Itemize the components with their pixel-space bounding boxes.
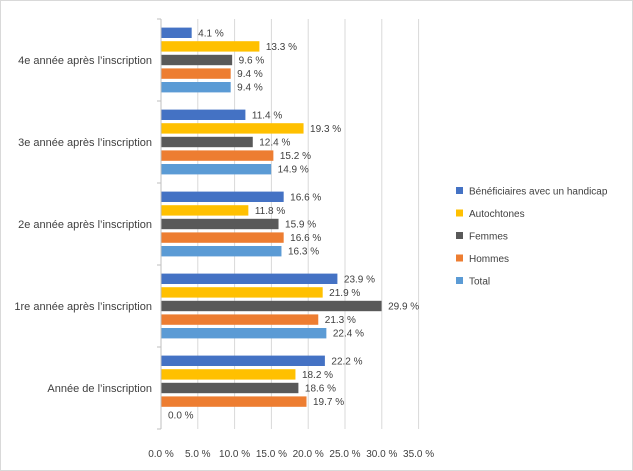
bar (161, 41, 260, 52)
data-label: 15.2 % (280, 151, 311, 162)
bar (161, 314, 319, 325)
data-label: 14.9 % (278, 165, 309, 176)
legend-swatch (456, 254, 463, 262)
data-label: 9.6 % (239, 56, 265, 67)
bar (161, 300, 382, 312)
legend-label: Femmes (469, 232, 508, 243)
bar (161, 68, 231, 79)
x-tick-label: 5.0 % (185, 449, 211, 460)
data-label: 18.2 % (302, 370, 333, 381)
bar (161, 82, 231, 93)
bar (161, 396, 307, 407)
data-label: 11.8 % (255, 206, 285, 217)
data-label: 18.6 % (305, 384, 336, 395)
bar (161, 382, 299, 394)
legend-label: Hommes (469, 254, 509, 265)
data-label: 15.9 % (285, 220, 316, 231)
bar (161, 273, 338, 284)
x-tick-label: 0.0 % (148, 449, 174, 460)
legend-swatch (456, 232, 463, 239)
legend-swatch (456, 277, 463, 284)
bar (161, 369, 296, 380)
data-label: 4.1 % (198, 28, 224, 39)
x-tick-label: 20.0 % (293, 449, 324, 460)
category-label: 1re année après l’inscription (14, 301, 152, 313)
x-tick-label: 35.0 % (403, 449, 434, 460)
bar (161, 191, 284, 202)
data-label: 21.9 % (329, 288, 360, 299)
legend-label: Total (469, 277, 490, 288)
bar (161, 109, 246, 120)
bar (161, 246, 282, 257)
category-label: Année de l’inscription (47, 383, 152, 395)
data-label: 29.9 % (388, 302, 419, 313)
x-tick-label: 25.0 % (329, 449, 360, 460)
data-label: 11.4 % (252, 110, 282, 121)
bar (161, 150, 274, 161)
data-label: 16.6 % (290, 192, 321, 203)
data-label: 22.2 % (331, 356, 362, 367)
legend-label: Bénéficiaires avec un handicap (469, 187, 608, 198)
data-label: 12.4 % (259, 138, 290, 149)
bar (161, 328, 327, 339)
legend-label: Autochtones (469, 209, 525, 220)
bar (161, 355, 325, 366)
bar (161, 164, 272, 175)
category-label: 2e année après l’inscription (18, 219, 152, 231)
x-tick-label: 30.0 % (366, 449, 397, 460)
bar (161, 27, 192, 38)
bar (161, 54, 233, 66)
bar (161, 136, 253, 148)
data-label: 16.6 % (290, 233, 321, 244)
x-tick-label: 10.0 % (219, 449, 250, 460)
data-label: 13.3 % (266, 42, 297, 53)
bar (161, 123, 304, 134)
category-label: 4e année après l’inscription (18, 55, 152, 67)
data-label: 19.3 % (310, 124, 341, 135)
data-label: 9.4 % (237, 69, 263, 80)
data-label: 9.4 % (237, 83, 263, 94)
bar (161, 287, 323, 298)
bar (161, 205, 249, 216)
legend-swatch (456, 187, 463, 194)
data-label: 23.9 % (344, 274, 375, 285)
data-label: 21.3 % (325, 315, 356, 326)
data-label: 16.3 % (288, 247, 319, 258)
x-tick-label: 15.0 % (256, 449, 287, 460)
bar (161, 232, 284, 243)
legend-swatch (456, 209, 463, 217)
data-label: 19.7 % (313, 397, 344, 408)
bar (161, 218, 279, 230)
data-label: 22.4 % (333, 329, 364, 340)
data-label: 0.0 % (168, 411, 194, 422)
category-label: 3e année après l’inscription (18, 137, 152, 149)
